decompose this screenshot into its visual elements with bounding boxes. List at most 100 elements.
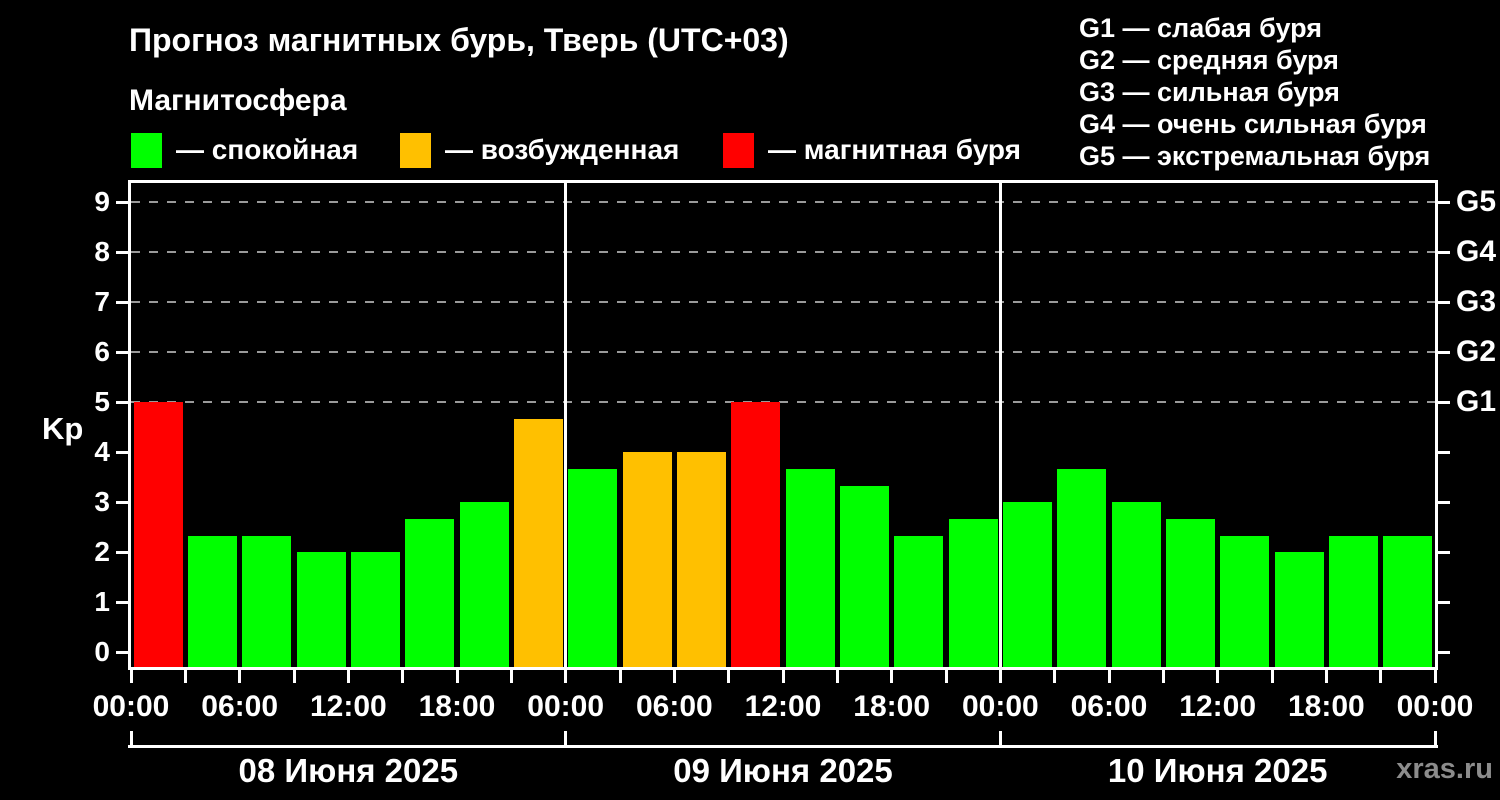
- x-axis-tick: [1107, 670, 1111, 683]
- kp-bar: [676, 452, 727, 667]
- x-axis-tick: [401, 670, 405, 683]
- x-axis-tick: [509, 670, 513, 683]
- y-axis-title: Kp: [42, 411, 84, 446]
- date-axis-line: [128, 745, 1438, 748]
- right-axis-label-g4: G4: [1456, 235, 1497, 268]
- kp-bar: [133, 402, 183, 667]
- y-axis-tick-right: [1438, 650, 1450, 654]
- excited-color-swatch-icon: [400, 132, 431, 168]
- y-axis-tick-left: [116, 500, 128, 504]
- x-axis-tick: [1433, 670, 1437, 683]
- x-axis-tick: [238, 670, 242, 683]
- x-axis-tick: [564, 670, 568, 683]
- y-axis-tick-left: [116, 250, 128, 254]
- kp-bar: [948, 518, 998, 667]
- plot-border: [128, 180, 1438, 670]
- x-tick-label: 00:00: [1396, 690, 1474, 723]
- y-tick-label: 6: [94, 336, 110, 367]
- quiet-color-swatch-icon: [131, 132, 162, 168]
- date-axis-tick: [1433, 731, 1437, 746]
- kp-bar: [1274, 552, 1324, 667]
- x-axis-tick: [1053, 670, 1057, 683]
- y-axis-tick-right: [1438, 250, 1450, 254]
- y-axis-tick-left: [116, 450, 128, 454]
- kp-bar: [1165, 518, 1216, 667]
- kp-bar: [1328, 535, 1379, 667]
- gridline-kp6: [131, 351, 1435, 353]
- date-label: 09 Июня 2025: [673, 752, 893, 789]
- day-separator-line: [564, 183, 568, 667]
- storm-scale-legend-line-g1: G1 — слабая буря: [1079, 13, 1323, 43]
- date-axis-tick: [998, 731, 1002, 746]
- x-axis-tick: [346, 670, 350, 683]
- watermark: xras.ru: [1396, 753, 1493, 785]
- x-axis-tick: [1379, 670, 1383, 683]
- y-axis-tick-right: [1438, 450, 1450, 454]
- x-axis-tick: [1216, 670, 1220, 683]
- storm-scale-legend: G1 — слабая буря G2 — средняя буря G3 — …: [1079, 12, 1430, 172]
- kp-bar: [839, 485, 890, 667]
- y-axis-tick-left: [116, 600, 128, 604]
- kp-bar: [405, 518, 455, 667]
- x-tick-label: 12:00: [309, 690, 387, 723]
- kp-bar: [1111, 502, 1161, 667]
- storm-scale-legend-line-g3: G3 — сильная буря: [1079, 77, 1340, 107]
- y-axis-tick-left: [116, 200, 128, 204]
- x-tick-label: 06:00: [201, 690, 279, 723]
- x-tick-label: 18:00: [1287, 690, 1365, 723]
- kp-bar: [187, 535, 238, 667]
- y-tick-label: 7: [94, 286, 110, 317]
- kp-bar: [1220, 535, 1270, 667]
- kp-bar: [894, 535, 944, 667]
- y-axis-tick-left: [116, 550, 128, 554]
- date-label: 10 Июня 2025: [1107, 752, 1328, 789]
- gridline-kp8: [131, 251, 1435, 253]
- kp-bar: [513, 418, 564, 667]
- plot-area: [131, 183, 1435, 667]
- storm-color-swatch-icon: [723, 132, 754, 168]
- x-tick-label: 18:00: [418, 690, 496, 723]
- date-axis-tick: [564, 731, 568, 746]
- gridline-kp7: [131, 301, 1435, 303]
- x-axis-tick: [1324, 670, 1328, 683]
- legend-item-excited: — возбужденная: [400, 132, 679, 168]
- x-axis-tick: [183, 670, 187, 683]
- y-axis-tick-left: [116, 350, 128, 354]
- y-tick-label: 4: [94, 436, 110, 467]
- y-axis-tick-right: [1438, 200, 1450, 204]
- y-tick-label: 0: [94, 636, 110, 667]
- x-axis-tick: [890, 670, 894, 683]
- x-axis-tick: [944, 670, 948, 683]
- x-axis-tick: [727, 670, 731, 683]
- legend-label-quiet: — спокойная: [176, 134, 359, 165]
- y-axis-tick-right: [1438, 500, 1450, 504]
- y-axis-tick-right: [1438, 350, 1450, 354]
- right-axis-label-g5: G5: [1456, 185, 1497, 218]
- y-axis-tick-right: [1438, 550, 1450, 554]
- gridline-kp5: [131, 401, 1435, 403]
- x-tick-label: 12:00: [1179, 690, 1257, 723]
- legend-label-excited: — возбужденная: [445, 134, 680, 165]
- legend-label-storm: — магнитная буря: [768, 134, 1021, 165]
- kp-bar: [350, 552, 401, 667]
- y-axis-tick-right: [1438, 300, 1450, 304]
- y-tick-label: 1: [94, 586, 110, 617]
- x-axis-tick: [998, 670, 1002, 683]
- x-axis-tick: [672, 670, 676, 683]
- gridline-kp9: [131, 201, 1435, 203]
- kp-bar: [622, 452, 672, 667]
- right-axis-label-g1: G1: [1456, 385, 1497, 418]
- x-axis-tick: [781, 670, 785, 683]
- y-tick-label: 9: [94, 186, 110, 217]
- y-tick-label: 8: [94, 236, 110, 267]
- x-axis-tick: [618, 670, 622, 683]
- y-axis-tick-left: [116, 400, 128, 404]
- kp-bar: [1383, 535, 1433, 667]
- kp-bar: [296, 552, 346, 667]
- y-tick-label: 5: [94, 386, 110, 417]
- y-tick-label: 3: [94, 486, 110, 517]
- date-axis-tick: [129, 731, 133, 746]
- chart-subtitle: Магнитосфера: [129, 84, 347, 117]
- storm-scale-legend-line-g5: G5 — экстремальная буря: [1079, 141, 1431, 171]
